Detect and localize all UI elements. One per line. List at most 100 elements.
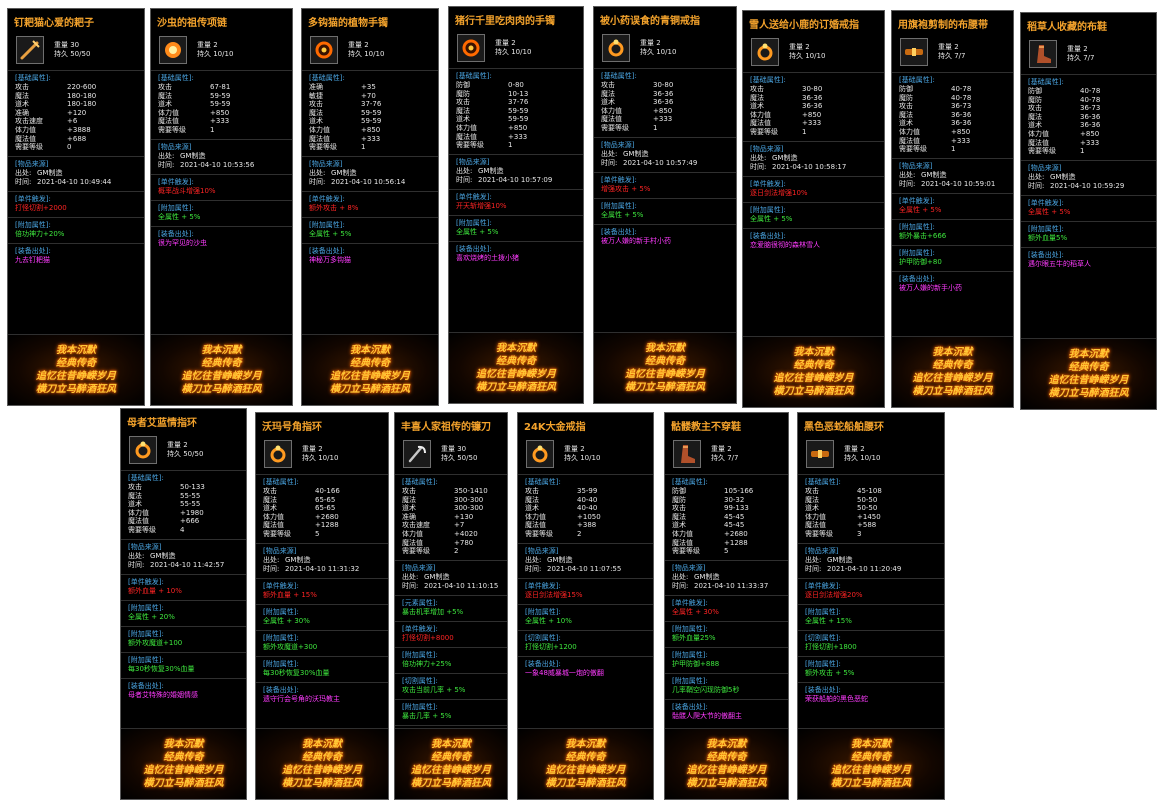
attribute-name: 魔法值 bbox=[525, 521, 546, 530]
source-origin: 出处: GM制造 bbox=[15, 169, 137, 178]
extra-property-text: 增强攻击 + 5% bbox=[601, 184, 651, 193]
slogan-line: 我本沉默 bbox=[793, 347, 834, 358]
extra-property-text: 护甲防御+888 bbox=[672, 659, 720, 668]
extra-property-section: [附加属性]: 额外血量25% bbox=[665, 620, 788, 647]
attribute-name: 攻击 bbox=[158, 83, 172, 91]
attribute-row: 体力值 +2680 bbox=[672, 530, 781, 539]
extra-property-text: 开天斩增强10% bbox=[456, 201, 507, 210]
attribute-row: 准确 +130 bbox=[402, 513, 500, 522]
attribute-value: +2680 bbox=[315, 512, 339, 521]
slogan-line: 追忆往昔峥嵘岁月 bbox=[912, 373, 993, 384]
extra-property-text: 暴击几率 + 5% bbox=[402, 711, 452, 720]
attribute-name: 体力值 bbox=[672, 529, 693, 538]
extra-property-header: [单件触发]: bbox=[263, 581, 299, 590]
item-source-header: [物品来源] bbox=[309, 159, 343, 168]
attribute-name: 攻击 bbox=[750, 85, 764, 93]
necklace-icon bbox=[159, 36, 187, 64]
source-origin: 出处: GM制造 bbox=[601, 150, 729, 159]
extra-property-text: 额外血量 + 15% bbox=[263, 590, 317, 599]
extra-property-header: [装备出处]: bbox=[805, 685, 841, 694]
item-source-section: [物品来源] 出处: GM制造 时间: 2021-04-10 10:53:56 bbox=[151, 138, 292, 174]
base-attributes-section: [基础属性]: 攻击 45-108 魔法 50-50 道术 50-50 体力值 +1450 魔法值… bbox=[798, 474, 944, 543]
attribute-value: +1288 bbox=[724, 538, 748, 547]
attribute-value: +3888 bbox=[67, 125, 91, 134]
attribute-row: 需要等级 2 bbox=[525, 530, 646, 539]
attribute-name: 体力值 bbox=[309, 125, 330, 134]
attribute-row: 魔法值 +688 bbox=[15, 135, 137, 144]
attribute-value: 36-36 bbox=[1080, 121, 1101, 130]
slogan-line: 追忆往昔峥嵘岁月 bbox=[282, 765, 362, 776]
item-title: 猪行千里吃肉肉的手镯 bbox=[455, 16, 555, 27]
attribute-name: 道术 bbox=[456, 115, 470, 124]
attribute-value: +333 bbox=[1080, 138, 1100, 147]
source-origin-value: GM制造 bbox=[180, 151, 206, 160]
extra-property-header: [附加属性]: bbox=[899, 248, 935, 257]
slogan-line: 经典传奇 bbox=[56, 358, 96, 369]
attribute-value: 40-78 bbox=[1080, 95, 1101, 104]
base-attributes-header: [基础属性]: bbox=[525, 478, 561, 486]
extra-property-header: [单件触发]: bbox=[525, 581, 561, 590]
source-origin-value: GM制造 bbox=[331, 168, 357, 177]
server-slogan-banner: 我本沉默 经典传奇 追忆往昔峥嵘岁月 横刀立马醉酒狂风 bbox=[302, 334, 438, 405]
extra-property-header: [装备出处]: bbox=[1028, 250, 1064, 259]
source-origin-label: 出处: bbox=[672, 572, 689, 581]
attribute-value: +850 bbox=[802, 110, 822, 119]
extra-property-text: 额外暴击+666 bbox=[899, 231, 947, 240]
extra-property-text: 额外血量25% bbox=[672, 633, 716, 642]
extra-property-header: [切割属性]: bbox=[402, 676, 438, 685]
attribute-row: 道术 36-36 bbox=[601, 98, 729, 107]
attribute-name: 魔法 bbox=[750, 93, 764, 102]
attribute-row: 魔法 180-180 bbox=[15, 92, 137, 101]
slogan-line: 我本沉默 bbox=[851, 739, 891, 750]
attribute-name: 魔法值 bbox=[456, 132, 477, 141]
attribute-name: 魔法 bbox=[805, 495, 819, 504]
extra-property-section: [元素属性]: 暴击机率增加 +5% bbox=[395, 594, 507, 621]
slogan-line: 横刀立马醉酒狂风 bbox=[912, 386, 993, 397]
source-origin-value: GM制造 bbox=[37, 168, 63, 177]
source-origin-label: 出处: bbox=[158, 151, 175, 160]
base-attributes-section: [基础属性]: 攻击 35-99 魔法 40-40 道术 40-40 体力值 +1050 魔法值 +… bbox=[518, 474, 653, 543]
item-weight: 重量 2 bbox=[495, 39, 516, 47]
extra-property-section: [附加属性]: 几率鞘空闪现防御5秒 bbox=[665, 672, 788, 699]
attribute-value: 59-59 bbox=[508, 106, 529, 115]
extra-property-header: [装备出处]: bbox=[601, 227, 637, 236]
attribute-value: 37-76 bbox=[508, 98, 529, 107]
slogan-line: 横刀立马醉酒狂风 bbox=[773, 386, 854, 397]
attribute-name: 魔法值 bbox=[309, 134, 330, 143]
extra-property-section: [装备出处]: 骷髅人爬大节的傲翻主 bbox=[665, 698, 788, 725]
server-slogan-banner: 我本沉默 经典传奇 追忆往昔峥嵘岁月 横刀立马醉酒狂风 bbox=[121, 728, 246, 799]
item-source-header: [物品来源] bbox=[15, 159, 49, 168]
extra-property-section: [装备出处]: 遗守行会号角的沃玛教主 bbox=[256, 681, 388, 708]
item-durability: 持久 10/10 bbox=[789, 52, 826, 60]
source-time-value: 2021-04-10 11:33:37 bbox=[694, 581, 769, 590]
attribute-value: 40-78 bbox=[1080, 87, 1101, 95]
weight-durability: 重量 2 持久 10/10 bbox=[844, 445, 880, 463]
extra-property-section: [装备出处]: 神秘万多钩猫 bbox=[302, 242, 438, 269]
extra-property-header: [附加属性]: bbox=[805, 607, 841, 616]
attribute-row: 魔防 30-32 bbox=[672, 496, 781, 505]
item-header: 重量 30 持久 50/50 bbox=[395, 437, 507, 474]
extra-property-header: [附加属性]: bbox=[402, 702, 438, 711]
attribute-row: 魔法 65-65 bbox=[263, 496, 381, 505]
extra-property-header: [装备出处]: bbox=[525, 659, 561, 668]
rake-icon bbox=[16, 36, 44, 64]
item-source-section: [物品来源] 出处: GM制造 时间: 2021-04-10 11:31:32 bbox=[256, 542, 388, 578]
attribute-value: +1450 bbox=[857, 512, 881, 521]
attribute-name: 道术 bbox=[899, 119, 913, 128]
attribute-value: 65-65 bbox=[315, 495, 336, 504]
attribute-name: 魔法 bbox=[15, 91, 29, 100]
item-tooltip-card: 钉耙猫心爱的耙子 重量 30 持久 50/50 [基础属性]: 攻击 220-600 魔法 1… bbox=[7, 8, 145, 406]
attribute-row: 攻击 37-76 bbox=[456, 98, 576, 107]
attribute-value: 4 bbox=[180, 525, 185, 534]
extra-property-text: 遗守行会号角的沃玛教主 bbox=[263, 694, 340, 703]
attribute-name: 体力值 bbox=[158, 108, 179, 117]
extra-property-section: [单件触发]: 额外血量 + 10% bbox=[121, 573, 246, 600]
attribute-value: 105-166 bbox=[724, 487, 754, 495]
slogan-line: 经典传奇 bbox=[565, 752, 606, 763]
item-source-header: [物品来源] bbox=[899, 161, 933, 170]
attribute-row: 体力值 +850 bbox=[456, 124, 576, 133]
item-weight: 重量 2 bbox=[1067, 45, 1088, 53]
item-title: 用旗袍剪制的布腰带 bbox=[898, 20, 988, 31]
attribute-row: 攻击 36-73 bbox=[899, 102, 1006, 111]
attribute-value: 50-133 bbox=[180, 483, 205, 491]
